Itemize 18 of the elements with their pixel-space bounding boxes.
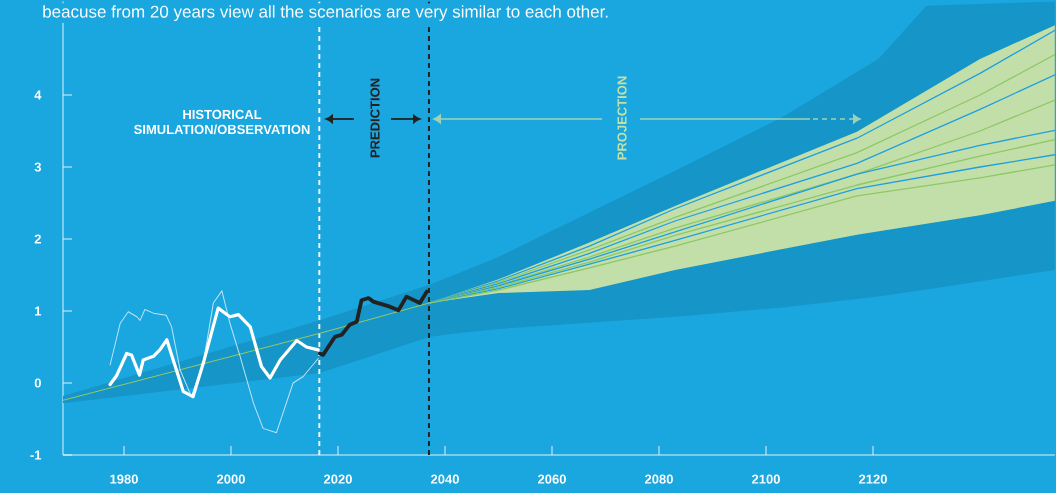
y-tick-label: 2 [34, 234, 41, 244]
y-tick-label: -1 [30, 450, 42, 460]
x-tick-label: 2120 [859, 474, 887, 484]
y-tick-label: 4 [34, 90, 42, 100]
x-tick-label: 1980 [110, 474, 138, 484]
y-tick-label: 1 [35, 306, 42, 316]
y-tick-label: 0 [34, 378, 41, 388]
x-tick-label: 2020 [323, 474, 352, 484]
annotation: PREDICTION [370, 78, 380, 158]
x-tick-label: 2040 [430, 474, 459, 484]
annotation: HISTORICAL SIMULATION/OBSERVATION [134, 109, 310, 135]
x-tick-label: 2080 [645, 474, 673, 484]
chart-subtitle: beacuse from 20 years view all the scenarios are very similar to each other. [43, 5, 608, 22]
x-tick-label: 2100 [752, 474, 780, 484]
x-tick-label: 2000 [216, 474, 245, 484]
annotation: PROJECTION [617, 76, 627, 160]
y-tick-label: 3 [34, 162, 41, 172]
x-tick-label: 2060 [537, 474, 566, 484]
